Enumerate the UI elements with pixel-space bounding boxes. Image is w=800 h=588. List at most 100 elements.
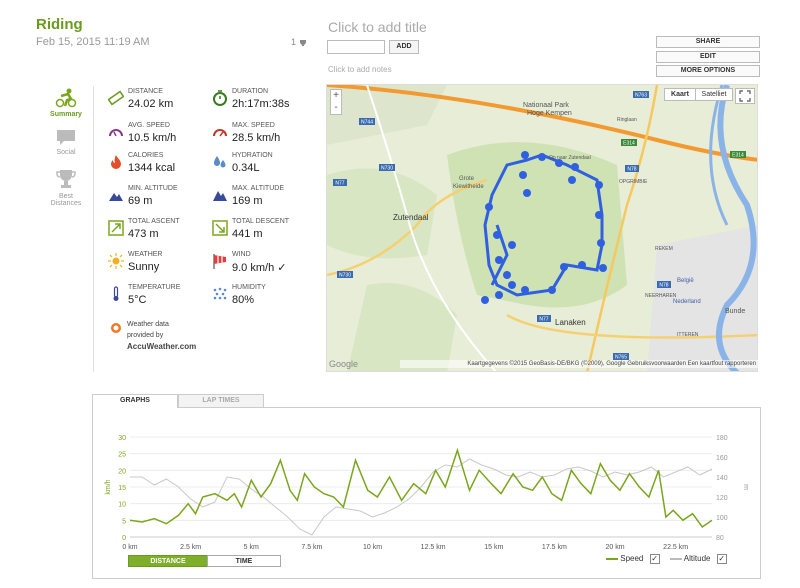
tab-best-distances[interactable]: Best Distances: [46, 168, 86, 207]
activity-date: Feb 15, 2015 11:19 AM: [36, 36, 150, 48]
x-tick-label: 17.5 km: [542, 544, 567, 551]
fullscreen-icon: [739, 90, 751, 102]
mountain-max-icon: [213, 191, 227, 201]
x-tick-label: 0 km: [122, 544, 137, 551]
accuweather-link[interactable]: AccuWeather.com: [127, 342, 197, 351]
tab-summary[interactable]: Summary: [46, 88, 86, 118]
stat-hydration: HYDRATION 0.34L: [212, 152, 322, 184]
map-type-satelliet[interactable]: Satelliet: [695, 88, 733, 101]
speed-line-swatch: [606, 558, 618, 560]
map-label-kiewit: Kiewitheide: [453, 184, 484, 190]
stat-label: HYDRATION: [232, 152, 273, 159]
sun-icon: [108, 253, 124, 269]
stat-value: Sunny: [128, 261, 160, 273]
more-options-button[interactable]: MORE OPTIONS: [656, 65, 760, 77]
fullscreen-button[interactable]: [735, 88, 755, 104]
mountain-min-icon: [109, 193, 123, 201]
x-tick-label: 10 km: [363, 544, 382, 551]
weather-credit-line2: provided by: [127, 332, 164, 339]
legend-altitude[interactable]: Altitude ✓: [670, 554, 727, 564]
add-button[interactable]: ADD: [389, 40, 419, 54]
y-tick-label: 30: [118, 435, 126, 442]
map-label-park: Nationaal Park: [523, 102, 569, 109]
ruler-icon: [108, 90, 124, 106]
stat-label: WIND: [232, 251, 251, 258]
accuweather-sun-icon: [111, 323, 121, 333]
add-notes-link[interactable]: Click to add notes: [328, 65, 392, 74]
map-label-grote: Grote: [459, 176, 475, 182]
road-n77b: N77: [539, 317, 548, 323]
stat-humidity: HUMIDITY 80%: [212, 284, 322, 316]
stat-value: 1344 kcal: [128, 162, 176, 174]
y-tick-label: 5: [122, 518, 126, 525]
stat-max-speed: MAX. SPEED 28.5 km/h: [212, 122, 322, 154]
trophy-icon: [299, 39, 306, 46]
x-tick-label: 2.5 km: [180, 544, 201, 551]
y2-tick-label: 140: [716, 475, 728, 482]
y-tick-label: 15: [118, 485, 126, 492]
stat-label: MAX. SPEED: [232, 122, 275, 129]
map-zoom-control[interactable]: + -: [330, 89, 342, 115]
map-type-kaart[interactable]: Kaart: [664, 88, 696, 101]
legend-speed[interactable]: Speed ✓: [606, 554, 660, 564]
toggle-time[interactable]: TIME: [207, 555, 281, 567]
like-count: 1: [291, 37, 297, 47]
zoom-in-button[interactable]: +: [333, 90, 339, 101]
stat-value: 0.34L: [232, 162, 260, 174]
stat-value: 5°C: [128, 294, 147, 306]
stat-label: MIN. ALTITUDE: [128, 185, 178, 192]
toggle-distance[interactable]: DISTANCE: [128, 555, 208, 567]
x-tick-label: 22.5 km: [663, 544, 688, 551]
stat-label: TOTAL DESCENT: [232, 218, 290, 225]
tab-summary-label: Summary: [50, 111, 82, 118]
speed-series-line: [129, 447, 713, 529]
map-label-opgrimbie: OPGRIMBIE: [619, 179, 648, 185]
map-label-zutendaal: Zutendaal: [393, 213, 429, 222]
route-map[interactable]: Nationaal Park Hoge Kempen Zutendaal Gro…: [326, 84, 758, 372]
y2-tick-label: 120: [716, 495, 728, 502]
stat-value: 9.0 km/h ✓: [232, 262, 287, 274]
y-tick-label: 25: [118, 452, 126, 459]
x-tick-label: 5 km: [244, 544, 259, 551]
stat-temperature: TEMPERATURE 5°C: [108, 284, 218, 316]
speed-checkbox[interactable]: ✓: [649, 554, 660, 564]
google-logo: Google: [329, 359, 358, 369]
stat-value: 24.02 km: [128, 98, 174, 110]
road-n77: N77: [335, 181, 344, 187]
stat-value: 441 m: [232, 228, 263, 240]
tab-social[interactable]: Social: [46, 128, 86, 156]
x-tick-label: 7.5 km: [301, 544, 322, 551]
add-title-link[interactable]: Click to add title: [328, 19, 427, 35]
windsock-icon: [213, 254, 226, 269]
rider-icon: [55, 88, 77, 108]
stat-value: 80%: [232, 294, 255, 306]
flame-icon: [111, 155, 121, 169]
like-counter[interactable]: 1: [291, 37, 307, 47]
legend-speed-label: Speed: [620, 554, 644, 564]
x-tick-label: 20 km: [605, 544, 624, 551]
edit-button[interactable]: EDIT: [656, 51, 760, 63]
map-attribution[interactable]: Kaartgegevens ©2015 GeoBasis-DE/BKG (©20…: [400, 360, 758, 368]
title-input[interactable]: [327, 40, 385, 54]
stat-label: DURATION: [232, 88, 269, 95]
y2-tick-label: 80: [716, 535, 724, 542]
map-label-bunde: Bunde: [725, 308, 745, 315]
map-canvas: Nationaal Park Hoge Kempen Zutendaal Gro…: [327, 85, 757, 371]
road-n730b: N730: [339, 273, 351, 279]
tab-lap-times[interactable]: LAP TIMES: [178, 394, 264, 408]
stat-label: DISTANCE: [128, 88, 163, 95]
y-tick-label: 0: [122, 535, 126, 542]
x-tick-label: 15 km: [484, 544, 503, 551]
speed-altitude-chart[interactable]: 0 5 10 15 20 25 30 80 100 120 140 160 180 0 km 2.5 km 5…: [100, 425, 750, 553]
y-axis-label: km/h: [105, 479, 112, 494]
road-e314: E314: [623, 141, 635, 147]
water-drop-icon: [214, 156, 226, 168]
map-label-nederland: Nederland: [673, 299, 701, 305]
altitude-checkbox[interactable]: ✓: [716, 554, 727, 564]
thermometer-icon: [113, 286, 119, 301]
tab-best-distances-label: Best Distances: [50, 193, 82, 207]
stat-value: 169 m: [232, 195, 263, 207]
gauge-max-icon: [213, 129, 227, 137]
zoom-out-button[interactable]: -: [334, 102, 338, 113]
share-button[interactable]: SHARE: [656, 36, 760, 48]
